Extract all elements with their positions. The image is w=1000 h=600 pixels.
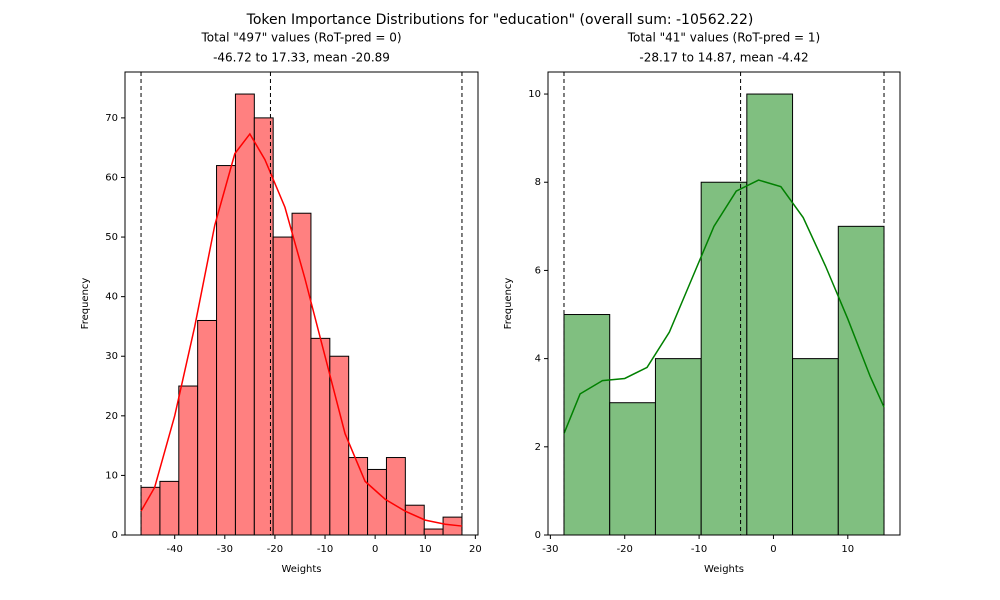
y-tick-label: 8 — [535, 177, 541, 188]
chart-title: Total "41" values (RoT-pred = 1) — [627, 31, 820, 45]
kde-line — [140, 132, 463, 527]
x-tick-label: -30 — [542, 544, 558, 555]
bar — [837, 225, 885, 536]
bar — [178, 385, 199, 536]
axes-frame — [124, 71, 479, 536]
y-tick-label: 10 — [105, 470, 118, 481]
chart-title: Total "497" values (RoT-pred = 0) — [200, 31, 401, 45]
x-tick-label: -10 — [317, 544, 333, 555]
x-tick-label: -20 — [617, 544, 633, 555]
bar — [404, 504, 425, 536]
axes-frame — [547, 71, 901, 536]
bar — [291, 212, 312, 536]
bar — [234, 93, 255, 536]
y-tick-label: 4 — [535, 354, 541, 365]
y-tick-label: 2 — [535, 442, 541, 453]
y-axis-label: Frequency — [503, 278, 514, 330]
bar — [563, 314, 611, 536]
y-tick-label: 0 — [112, 530, 118, 541]
kde-line — [563, 179, 885, 434]
y-tick-label: 10 — [528, 89, 541, 100]
x-tick-label: 10 — [419, 544, 432, 555]
bar — [746, 93, 794, 536]
y-axis-label: Frequency — [80, 278, 91, 330]
x-tick-label: 0 — [372, 544, 378, 555]
bar — [197, 319, 218, 536]
x-tick-label: -30 — [217, 544, 233, 555]
x-axis-label: Weights — [704, 564, 744, 575]
bar — [216, 165, 236, 536]
x-axis-label: Weights — [281, 564, 321, 575]
x-tick-label: 0 — [770, 544, 776, 555]
y-tick-label: 70 — [105, 113, 118, 124]
y-tick-label: 40 — [105, 292, 118, 303]
x-tick-label: -20 — [267, 544, 283, 555]
bar — [654, 358, 702, 536]
y-tick-label: 60 — [105, 172, 118, 183]
y-tick-label: 30 — [105, 351, 118, 362]
chart-title: -46.72 to 17.33, mean -20.89 — [213, 51, 390, 65]
x-tick-label: 20 — [469, 544, 482, 555]
y-tick-label: 50 — [105, 232, 118, 243]
y-tick-label: 20 — [105, 411, 118, 422]
bar — [609, 402, 656, 536]
x-tick-label: -10 — [691, 544, 707, 555]
bar — [159, 480, 180, 536]
bar — [792, 358, 839, 536]
bar — [272, 236, 293, 536]
x-tick-label: -40 — [167, 544, 183, 555]
figure-title: Token Importance Distributions for "educ… — [246, 12, 754, 28]
bar — [700, 181, 748, 536]
bar — [367, 468, 387, 536]
bar — [348, 457, 369, 536]
bar — [385, 457, 406, 536]
bar — [310, 337, 331, 536]
chart-title: -28.17 to 14.87, mean -4.42 — [639, 51, 808, 65]
x-tick-label: 10 — [841, 544, 854, 555]
y-tick-label: 0 — [535, 530, 541, 541]
bar — [423, 528, 444, 536]
y-tick-label: 6 — [535, 265, 541, 276]
